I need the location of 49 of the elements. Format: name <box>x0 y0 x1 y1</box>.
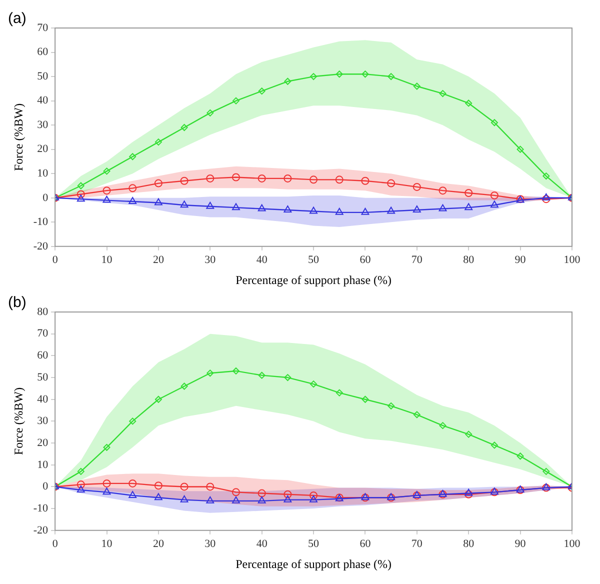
y-tick-label: 0 <box>42 480 49 493</box>
x-tick-label: 60 <box>360 538 372 550</box>
y-tick-label: 70 <box>37 328 49 340</box>
x-tick-label: 0 <box>52 254 58 266</box>
x-tick-label: 20 <box>152 254 164 266</box>
y-tick-label: 40 <box>37 94 49 107</box>
x-tick-label: 60 <box>360 254 372 266</box>
x-tick-label: 70 <box>411 538 423 550</box>
x-tick-label: 50 <box>308 538 320 550</box>
x-tick-label: 80 <box>463 254 475 266</box>
x-tick-label: 100 <box>564 538 581 550</box>
x-tick-label: 0 <box>52 538 58 550</box>
x-tick-label: 90 <box>514 538 526 550</box>
x-tick-label: 10 <box>101 538 113 550</box>
x-axis-title: Percentage of support phase (%) <box>236 272 392 287</box>
y-tick-label: 0 <box>42 192 49 204</box>
x-tick-label: 50 <box>308 254 320 266</box>
x-tick-label: 10 <box>101 254 113 266</box>
x-tick-label: 40 <box>256 538 268 550</box>
x-tick-label: 100 <box>564 254 581 266</box>
y-tick-label: 50 <box>37 371 49 384</box>
y-tick-label: 40 <box>37 393 49 406</box>
y-axis-title: Force (%BW) <box>11 387 26 456</box>
chart-title: (b) <box>8 294 26 312</box>
y-tick-label: 10 <box>37 458 49 471</box>
x-tick-label: 20 <box>152 538 164 550</box>
y-tick-label: 80 <box>37 306 49 318</box>
y-tick-label: 70 <box>37 22 49 34</box>
x-axis-title: Percentage of support phase (%) <box>236 556 392 571</box>
x-tick-label: 30 <box>204 254 216 266</box>
y-tick-label: -10 <box>33 502 49 514</box>
chart-title: (a) <box>8 10 26 28</box>
x-tick-label: 90 <box>514 254 526 266</box>
y-tick-label: 20 <box>37 143 49 156</box>
y-tick-label: 10 <box>37 167 49 180</box>
x-tick-label: 70 <box>411 254 423 266</box>
y-tick-label: 30 <box>37 118 49 131</box>
y-tick-label: -20 <box>33 524 49 536</box>
y-tick-label: 50 <box>37 70 49 82</box>
x-tick-label: 80 <box>463 538 475 550</box>
y-tick-label: 60 <box>37 46 49 58</box>
y-tick-label: 60 <box>37 350 49 362</box>
y-tick-label: 20 <box>37 436 49 449</box>
x-tick-label: 30 <box>204 538 216 550</box>
y-tick-label: -10 <box>33 216 49 228</box>
x-tick-label: 40 <box>256 254 268 266</box>
y-axis-title: Force (%BW) <box>11 103 26 172</box>
y-tick-label: -20 <box>33 240 49 252</box>
y-tick-label: 30 <box>37 415 49 428</box>
